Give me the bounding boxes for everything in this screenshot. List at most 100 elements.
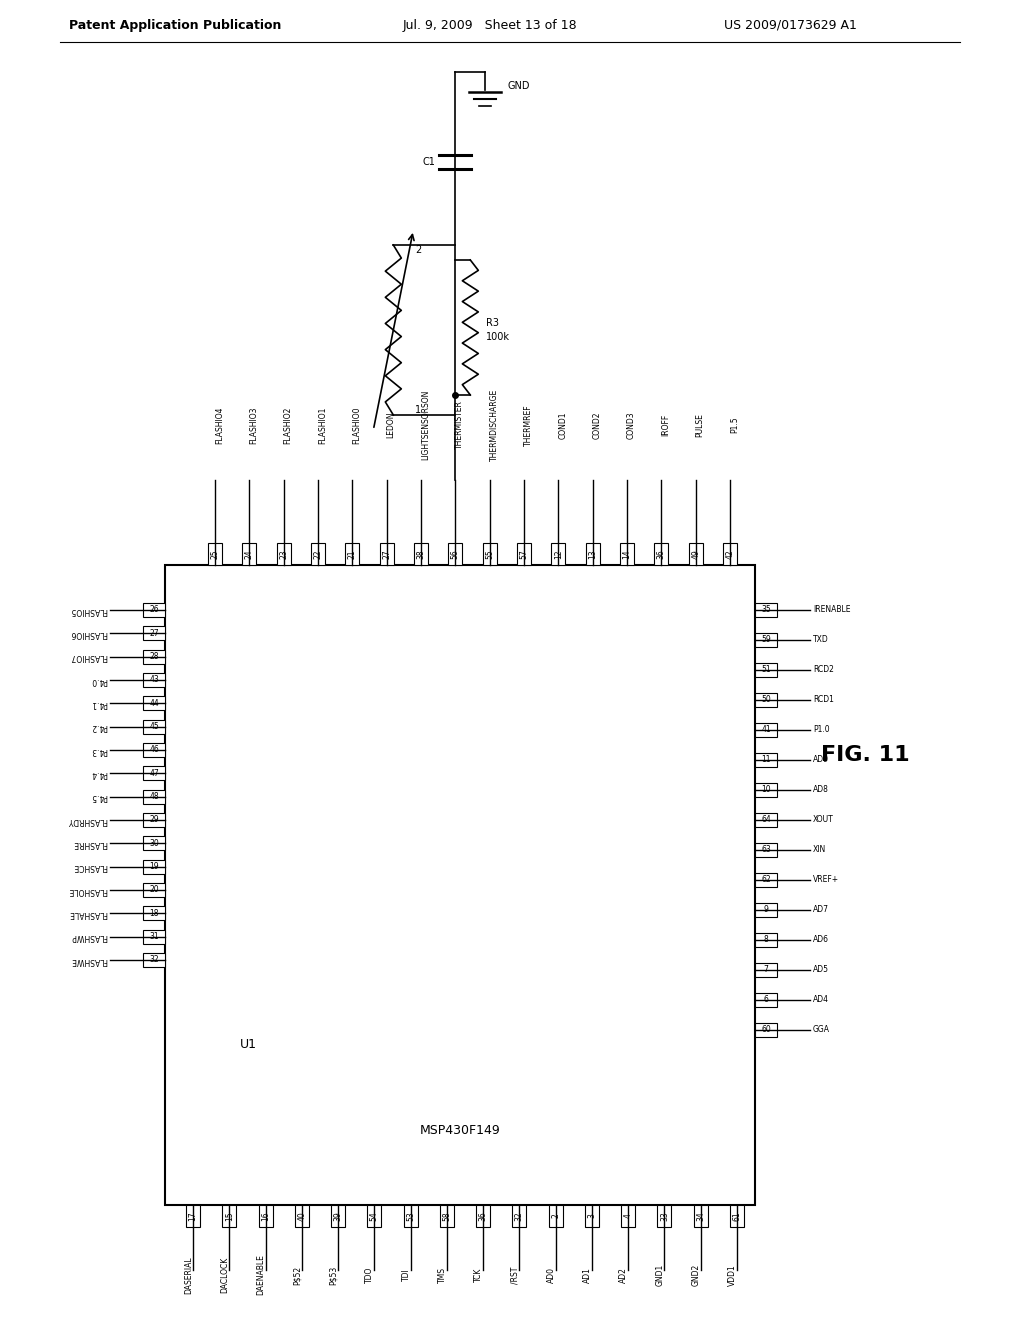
Text: TDO: TDO — [366, 1267, 375, 1283]
Bar — [755, 843, 777, 857]
Bar — [295, 1205, 309, 1228]
Text: /RST: /RST — [510, 1266, 519, 1283]
Text: 46: 46 — [150, 746, 159, 755]
Bar — [755, 813, 777, 828]
Text: FLASHIO4: FLASHIO4 — [215, 407, 224, 444]
Bar — [620, 543, 634, 565]
Bar — [380, 543, 393, 565]
Text: 2: 2 — [416, 246, 422, 255]
Text: 41: 41 — [761, 726, 771, 734]
Bar — [755, 873, 777, 887]
Text: COND3: COND3 — [627, 412, 636, 438]
Text: 19: 19 — [150, 862, 159, 871]
Bar — [549, 1205, 562, 1228]
Text: P4.1: P4.1 — [90, 698, 106, 708]
Text: FLASHOLE: FLASHOLE — [68, 886, 106, 895]
Text: FLASHIO0: FLASHIO0 — [352, 407, 361, 444]
Text: DACLOCK: DACLOCK — [220, 1257, 229, 1294]
Text: FLASHCE: FLASHCE — [73, 862, 106, 871]
Text: FLASHRE: FLASHRE — [73, 838, 106, 847]
Text: 11: 11 — [761, 755, 771, 764]
Text: P4.0: P4.0 — [90, 676, 106, 685]
Text: FLASHIO5: FLASHIO5 — [70, 606, 106, 615]
Text: 55: 55 — [485, 549, 495, 558]
Text: 47: 47 — [150, 768, 159, 777]
Text: AD4: AD4 — [813, 995, 829, 1005]
Text: 63: 63 — [761, 846, 771, 854]
Text: P4.2: P4.2 — [90, 722, 106, 731]
Bar — [755, 933, 777, 946]
Text: 29: 29 — [150, 816, 159, 825]
Text: AD9: AD9 — [813, 755, 829, 764]
Text: RCD2: RCD2 — [813, 665, 834, 675]
Text: 32: 32 — [150, 956, 159, 965]
Text: FLASHIO2: FLASHIO2 — [284, 407, 293, 444]
Bar — [143, 953, 165, 968]
Text: 21: 21 — [348, 549, 356, 558]
Bar — [512, 1205, 526, 1228]
Text: 61: 61 — [732, 1212, 741, 1221]
Bar — [585, 1205, 599, 1228]
Bar — [208, 543, 222, 565]
Bar — [622, 1205, 635, 1228]
Bar — [222, 1205, 237, 1228]
Text: COND2: COND2 — [593, 412, 602, 438]
Bar — [689, 543, 702, 565]
Text: 58: 58 — [442, 1212, 452, 1221]
Text: 18: 18 — [150, 909, 159, 917]
Text: FLASHIO1: FLASHIO1 — [318, 407, 327, 444]
Text: IROFF: IROFF — [662, 414, 671, 436]
Bar — [755, 964, 777, 977]
Text: VDD1: VDD1 — [728, 1265, 737, 1286]
Text: AD7: AD7 — [813, 906, 829, 915]
Text: 31: 31 — [150, 932, 159, 941]
Text: 56: 56 — [451, 549, 460, 558]
Text: 51: 51 — [761, 665, 771, 675]
Bar — [186, 1205, 200, 1228]
Text: FLASHALE: FLASHALE — [69, 909, 106, 917]
Text: FLASHIO3: FLASHIO3 — [249, 407, 258, 444]
Bar — [331, 1205, 345, 1228]
Text: 32: 32 — [515, 1212, 524, 1221]
Text: 60: 60 — [761, 1026, 771, 1035]
Text: LIGHTSENSORSON: LIGHTSENSORSON — [421, 389, 430, 461]
Bar — [755, 663, 777, 677]
Text: C1: C1 — [423, 157, 435, 168]
Bar — [755, 634, 777, 647]
Text: P1.0: P1.0 — [813, 726, 829, 734]
Bar — [414, 543, 428, 565]
Bar — [276, 543, 291, 565]
Text: 45: 45 — [150, 722, 159, 731]
Text: FLASHWE: FLASHWE — [71, 956, 106, 965]
Text: 24: 24 — [245, 549, 254, 558]
Text: P4.4: P4.4 — [90, 768, 106, 777]
Text: 28: 28 — [150, 652, 159, 661]
Bar — [143, 883, 165, 898]
Text: 25: 25 — [211, 549, 219, 558]
Text: 44: 44 — [150, 698, 159, 708]
Bar — [345, 543, 359, 565]
Text: 49: 49 — [691, 549, 700, 558]
Text: FLASHWP: FLASHWP — [71, 932, 106, 941]
Bar — [143, 907, 165, 920]
Bar — [755, 903, 777, 917]
Text: 6: 6 — [764, 995, 768, 1005]
Text: IRENABLE: IRENABLE — [813, 606, 851, 615]
Text: 35: 35 — [761, 606, 771, 615]
Text: P1.5: P1.5 — [730, 417, 739, 433]
Bar — [755, 783, 777, 797]
Text: TMS: TMS — [438, 1267, 446, 1283]
Text: 17: 17 — [188, 1212, 198, 1221]
Text: TDI: TDI — [401, 1269, 411, 1282]
Bar — [693, 1205, 708, 1228]
Text: AD1: AD1 — [583, 1267, 592, 1283]
Text: 57: 57 — [519, 549, 528, 558]
Text: 54: 54 — [370, 1212, 379, 1221]
Text: 2: 2 — [551, 1213, 560, 1218]
Text: R3: R3 — [486, 318, 500, 327]
Text: 16: 16 — [261, 1212, 270, 1221]
Text: 33: 33 — [659, 1212, 669, 1221]
Bar — [143, 743, 165, 756]
Text: AD5: AD5 — [813, 965, 829, 974]
Bar — [143, 626, 165, 640]
